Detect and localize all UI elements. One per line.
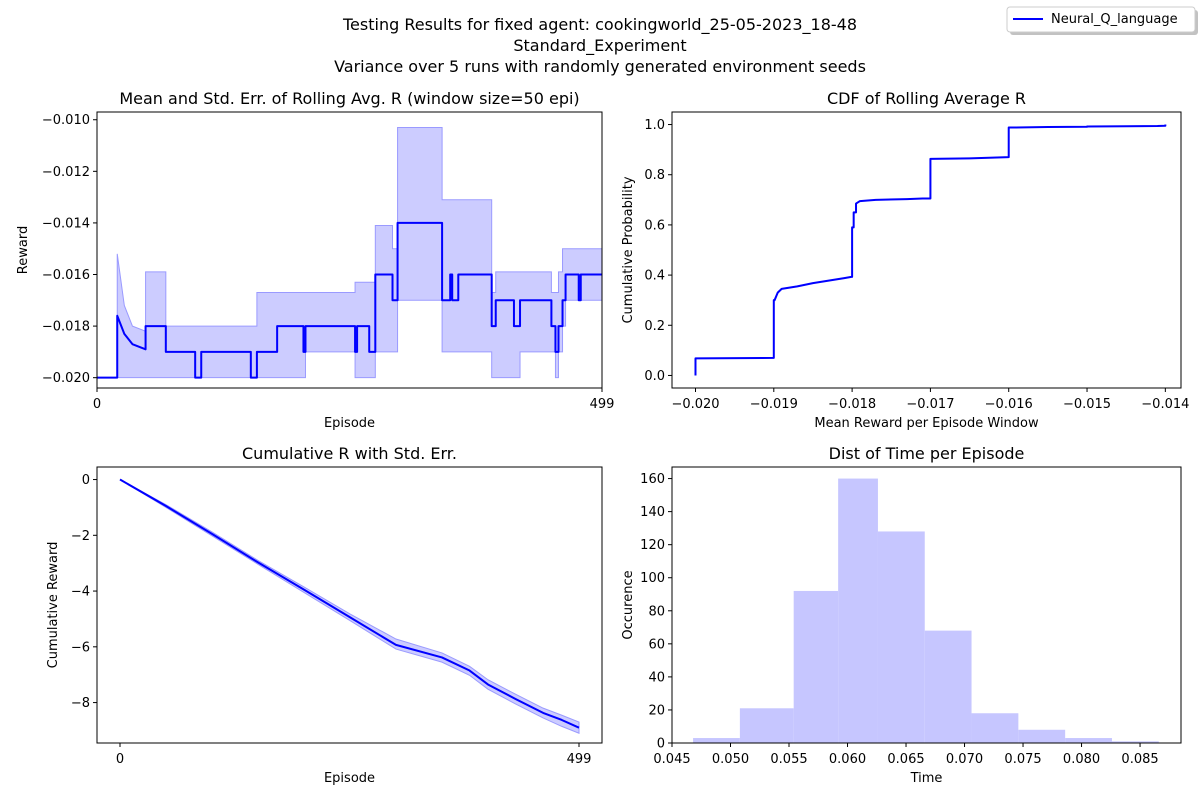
x-tick-label: 499 xyxy=(590,397,615,412)
histogram-bar xyxy=(971,713,1019,743)
y-tick-label: 0.4 xyxy=(644,269,665,284)
cumulative-reward-panel: 0 499 0 −2 −4 −6 −8 Cumulative R with Std. Err.… xyxy=(46,444,603,786)
rolling-average-panel: 0 499 −0.020 −0.018 −0.016 −0.014 −0.012 −0.010… xyxy=(16,89,614,431)
y-tick-label: −6 xyxy=(71,640,90,655)
x-tick-label: −0.019 xyxy=(750,397,798,412)
histogram-bar xyxy=(739,708,794,743)
y-tick-label: −2 xyxy=(71,529,90,544)
x-tick-label: −0.014 xyxy=(1141,397,1189,412)
axes-frame xyxy=(671,466,1182,744)
series-line xyxy=(97,221,602,379)
histogram-bar xyxy=(693,738,740,743)
y-tick-label: 0.6 xyxy=(644,218,665,233)
x-tick-label: 0.085 xyxy=(1121,752,1158,767)
x-tick-label: 0 xyxy=(93,397,101,412)
histogram-bar xyxy=(1065,738,1112,743)
histogram-bar xyxy=(1111,741,1159,743)
x-tick-label: 0.070 xyxy=(946,752,983,767)
histogram-bar xyxy=(924,630,972,743)
x-tick-label: 0.065 xyxy=(887,752,924,767)
y-tick-label: −8 xyxy=(71,696,90,711)
x-tick-label: 0 xyxy=(116,752,124,767)
x-tick-label: 0.060 xyxy=(829,752,866,767)
y-tick-label: 160 xyxy=(640,472,665,487)
y-axis-label: Cumulative Probability xyxy=(621,176,636,323)
y-tick-label: −0.012 xyxy=(42,165,90,180)
y-tick-label: −0.014 xyxy=(42,216,90,231)
x-tick-label: −0.016 xyxy=(985,397,1033,412)
std-err-band xyxy=(97,126,602,379)
histogram-bar xyxy=(1018,729,1066,743)
y-tick-label: −0.010 xyxy=(42,113,90,128)
time-histogram-panel: 0.045 0.050 0.055 0.060 0.065 0.070 0.075 0.080… xyxy=(621,444,1182,786)
x-tick-label: −0.015 xyxy=(1063,397,1111,412)
x-tick-label: 0.050 xyxy=(712,752,749,767)
axes-title: Dist of Time per Episode xyxy=(829,444,1025,463)
y-axis-label: Cumulative Reward xyxy=(46,542,61,669)
x-tick-label: 0.080 xyxy=(1063,752,1100,767)
x-axis-label: Mean Reward per Episode Window xyxy=(814,416,1039,431)
x-axis-label: Episode xyxy=(324,416,375,431)
x-tick-label: 0.075 xyxy=(1004,752,1041,767)
y-tick-label: 0.2 xyxy=(644,319,665,334)
x-axis-label: Episode xyxy=(324,771,375,786)
axes-frame xyxy=(96,111,603,389)
y-tick-label: 60 xyxy=(648,637,665,652)
legend-label: Neural_Q_language xyxy=(1051,12,1178,27)
x-tick-label: 499 xyxy=(567,752,592,767)
y-tick-label: 20 xyxy=(648,703,665,718)
y-tick-label: 0 xyxy=(82,473,90,488)
y-tick-label: 0.0 xyxy=(644,369,665,384)
y-tick-label: 0 xyxy=(657,737,665,752)
plot-area xyxy=(97,126,602,379)
series-line xyxy=(694,124,1167,376)
y-tick-label: −4 xyxy=(71,585,90,600)
y-tick-label: 40 xyxy=(648,670,665,685)
cdf-panel: −0.020 −0.019 −0.018 −0.017 −0.016 −0.015 −0.0… xyxy=(621,89,1189,431)
x-tick-label: 0.045 xyxy=(653,752,690,767)
plot-area xyxy=(693,478,1159,743)
figure-title-line3: Variance over 5 runs with randomly gener… xyxy=(334,57,866,76)
y-tick-label: 0.8 xyxy=(644,168,665,183)
y-tick-label: 80 xyxy=(648,604,665,619)
y-tick-label: −0.020 xyxy=(42,371,90,386)
histogram-bar xyxy=(877,531,925,743)
y-tick-label: −0.018 xyxy=(42,320,90,335)
x-tick-label: −0.020 xyxy=(671,397,719,412)
axes-title: Mean and Std. Err. of Rolling Avg. R (wi… xyxy=(119,89,579,108)
axes-frame xyxy=(96,466,603,744)
plot-area xyxy=(694,124,1167,376)
x-tick-label: −0.018 xyxy=(828,397,876,412)
y-tick-label: −0.016 xyxy=(42,268,90,283)
figure-title-line1: Testing Results for fixed agent: cooking… xyxy=(342,15,857,35)
y-axis-label: Reward xyxy=(16,226,31,274)
axes-frame xyxy=(671,111,1182,389)
figure-title-line2: Standard_Experiment xyxy=(513,36,686,56)
x-tick-label: −0.017 xyxy=(906,397,954,412)
y-tick-label: 120 xyxy=(640,538,665,553)
y-tick-label: 140 xyxy=(640,505,665,520)
histogram-bar xyxy=(838,478,878,743)
figure-legend: Neural_Q_language xyxy=(1006,6,1198,35)
y-tick-label: 100 xyxy=(640,571,665,586)
series-line xyxy=(119,478,580,729)
axes-title: CDF of Rolling Average R xyxy=(827,89,1026,108)
y-axis-label: Occurence xyxy=(621,570,636,639)
histogram-bar xyxy=(793,590,839,743)
axes-title: Cumulative R with Std. Err. xyxy=(242,444,457,463)
x-axis-label: Time xyxy=(910,771,943,786)
y-tick-label: 1.0 xyxy=(644,118,665,133)
x-tick-label: 0.055 xyxy=(770,752,807,767)
plot-area xyxy=(119,478,580,734)
